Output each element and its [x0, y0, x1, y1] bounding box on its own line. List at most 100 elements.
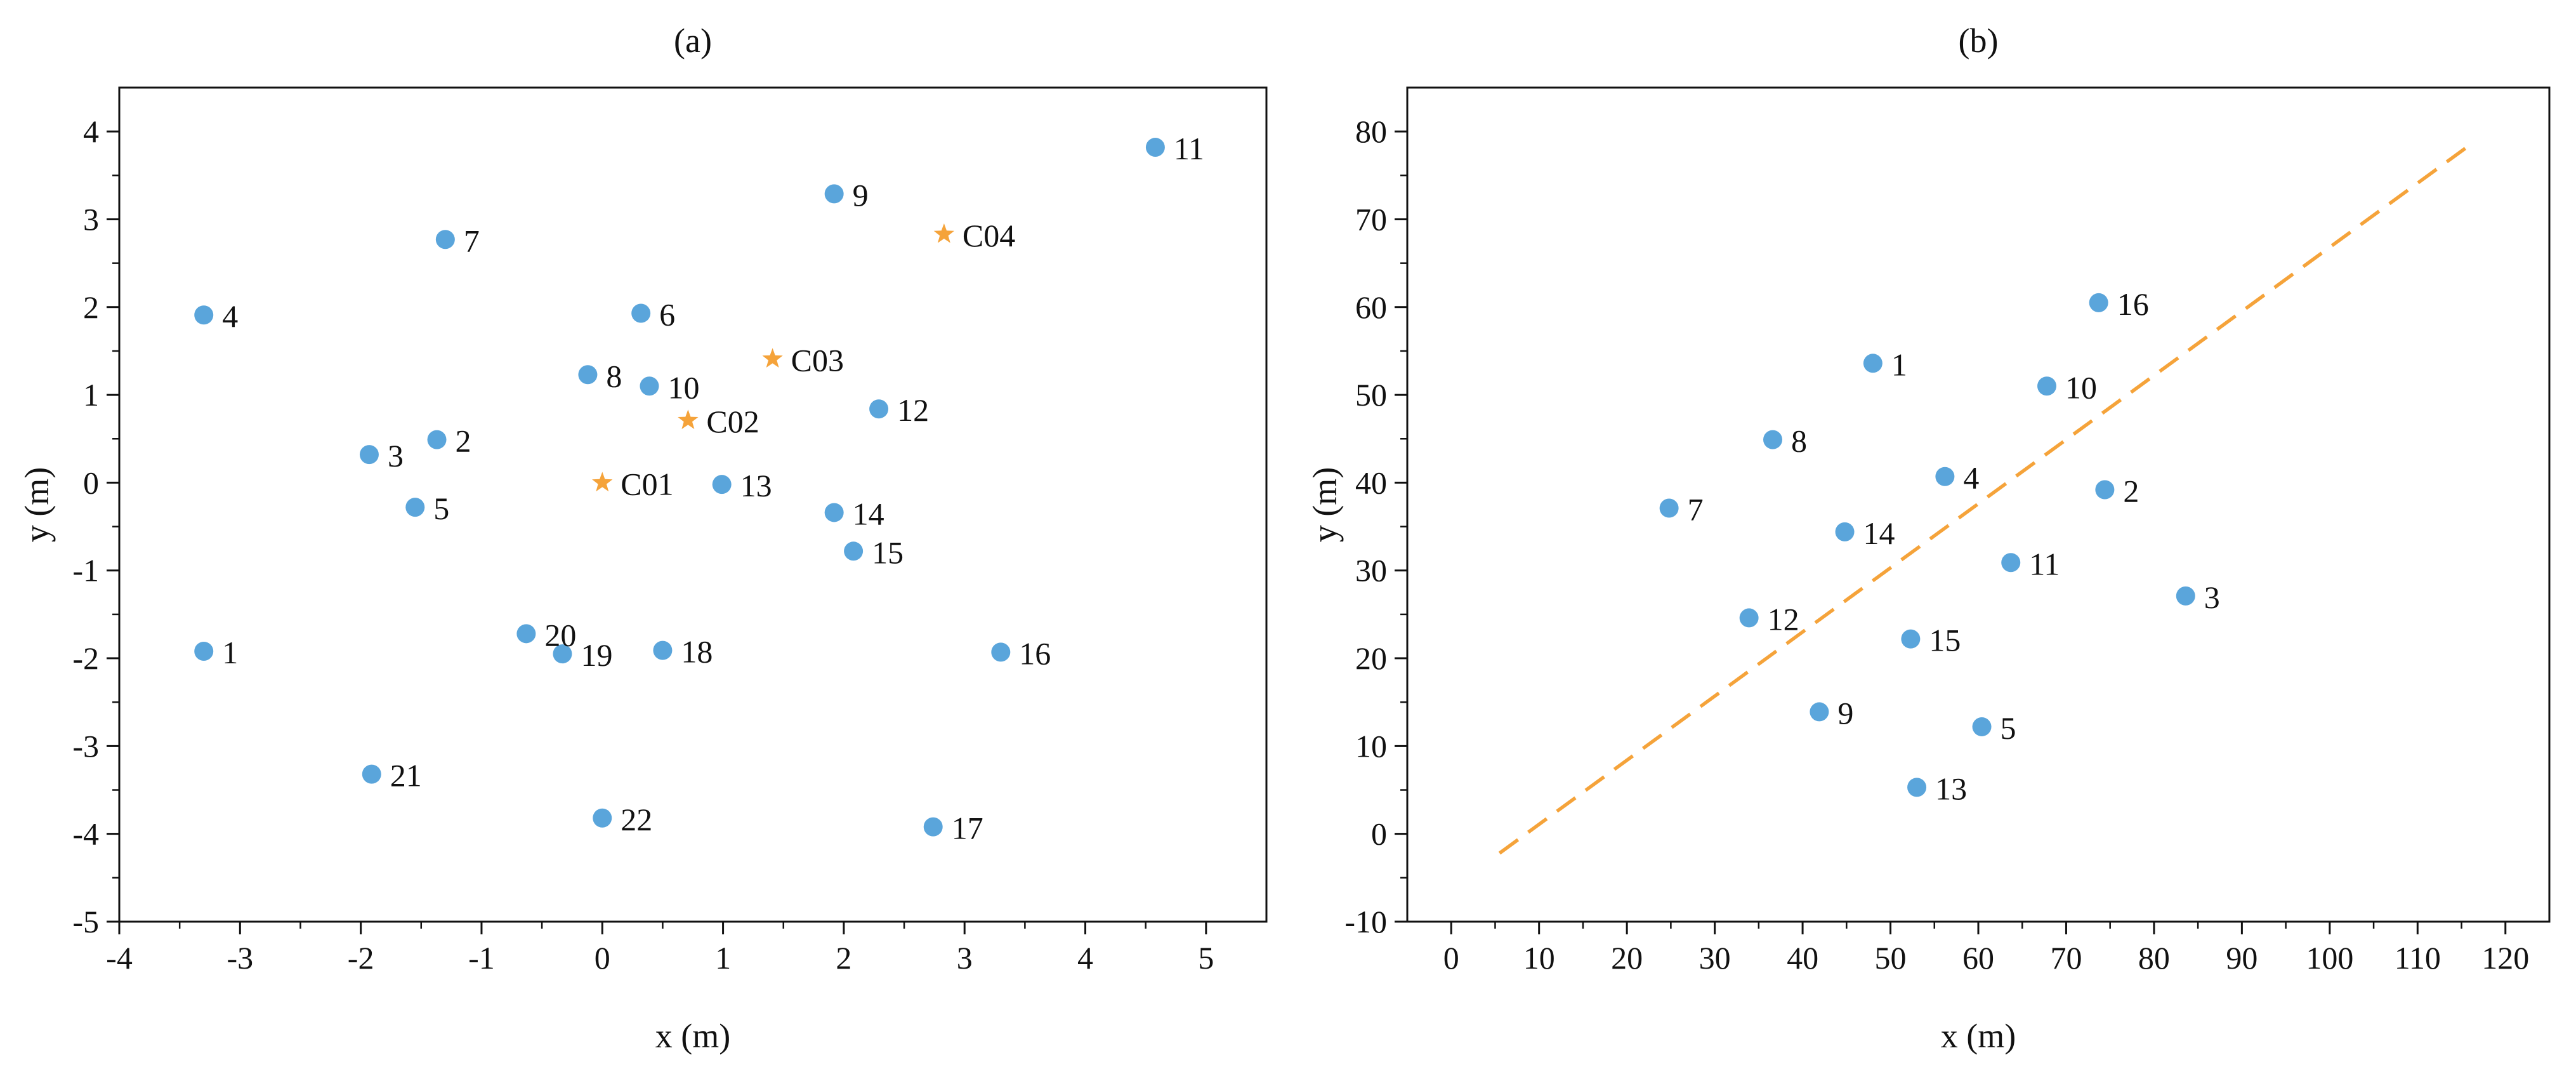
point-marker	[2176, 586, 2195, 606]
point-marker	[1739, 608, 1759, 628]
y-tick-label: 60	[1355, 289, 1387, 325]
x-tick-label: 3	[957, 940, 973, 976]
star-marker	[933, 223, 954, 243]
chart-b: (b)0 10 20 30 40 50 60 70 80 90 100 110 120-10010203…	[1306, 22, 2551, 1055]
point-marker	[194, 305, 214, 325]
point-label: 17	[952, 811, 983, 846]
star-marker	[762, 348, 783, 368]
point-marker	[362, 764, 381, 784]
point-marker	[1763, 430, 1782, 449]
point-marker	[1907, 778, 1927, 797]
point-marker	[1935, 467, 1955, 486]
point-label: 16	[2117, 286, 2149, 322]
x-tick-label: 20	[1611, 940, 1643, 976]
point-label: 12	[897, 392, 929, 428]
x-axis-label: x (m)	[1941, 1017, 2016, 1055]
point-label: 9	[853, 177, 869, 213]
point-label: C03	[791, 342, 844, 378]
point-label: 9	[1837, 695, 1853, 731]
point-label: 5	[433, 491, 449, 526]
point-marker	[869, 399, 889, 419]
point-label: 11	[2029, 546, 2060, 581]
y-tick-label: 20	[1355, 640, 1387, 676]
point-marker	[194, 641, 214, 661]
y-tick-label: 1	[83, 377, 99, 413]
point-marker	[1810, 702, 1829, 722]
point-label: 8	[1791, 423, 1807, 459]
series-trend	[1498, 143, 2472, 855]
x-tick-label: -4	[106, 940, 133, 976]
x-tick-label: 2	[836, 940, 851, 976]
x-tick-label: 30	[1699, 940, 1731, 976]
y-tick-label: 30	[1355, 553, 1387, 588]
point-marker	[923, 817, 943, 837]
point-label: 14	[1863, 515, 1895, 551]
point-marker	[1901, 629, 1921, 649]
point-label: C04	[963, 218, 1015, 253]
point-marker	[1659, 498, 1679, 518]
point-label: 15	[1929, 623, 1961, 658]
point-marker	[824, 503, 844, 522]
point-marker	[712, 475, 732, 494]
point-label: 11	[1174, 131, 1204, 166]
point-label: 22	[621, 802, 652, 837]
y-tick-label: -10	[1344, 904, 1387, 939]
y-tick-label: -5	[72, 904, 99, 939]
x-tick-label: 0	[1443, 940, 1459, 976]
x-tick-label: 100	[2306, 940, 2353, 976]
x-tick-label: 5	[1198, 940, 1214, 976]
x-axis-label: x (m)	[655, 1017, 730, 1055]
point-label: 6	[659, 296, 675, 332]
point-marker	[631, 303, 651, 323]
star-marker	[592, 472, 613, 492]
point-label: 1	[222, 635, 238, 670]
y-tick-label: 50	[1355, 377, 1387, 413]
point-label: 4	[1963, 460, 1979, 496]
point-label: 3	[388, 438, 404, 474]
x-tick-label: -1	[468, 940, 495, 976]
point-marker	[359, 445, 379, 465]
point-marker	[1972, 717, 1992, 736]
point-label: 13	[1935, 771, 1967, 806]
point-label: 10	[2065, 369, 2097, 405]
point-label: 19	[581, 637, 612, 673]
point-marker	[435, 230, 455, 249]
point-label: 15	[872, 534, 904, 570]
y-tick-label: -1	[72, 553, 99, 588]
x-tick-label: -3	[227, 940, 253, 976]
point-marker	[991, 642, 1011, 662]
point-marker	[578, 365, 598, 385]
y-tick-label: -2	[72, 640, 99, 676]
y-tick-label: 2	[83, 289, 99, 325]
point-marker	[1863, 354, 1883, 373]
x-tick-label: 4	[1077, 940, 1093, 976]
point-label: 13	[740, 468, 772, 503]
point-label: 1	[1891, 347, 1907, 382]
series-centers: C01 C02 C03 C04	[592, 218, 1015, 501]
trend-line	[1498, 143, 2472, 855]
point-label: 12	[1768, 601, 1799, 637]
point-label: 2	[2123, 473, 2139, 508]
point-marker	[824, 184, 844, 204]
y-tick-label: 4	[83, 114, 99, 149]
point-marker	[2001, 553, 2021, 573]
point-label: 7	[464, 223, 480, 258]
point-marker	[1835, 522, 1855, 541]
chart-title: (a)	[674, 22, 712, 60]
y-tick-label: 40	[1355, 465, 1387, 500]
point-marker	[2095, 480, 2115, 500]
point-marker	[2089, 293, 2108, 312]
point-marker	[427, 430, 447, 449]
point-label: C01	[621, 466, 673, 501]
x-tick-label: 0	[595, 940, 610, 976]
point-marker	[553, 644, 572, 664]
x-tick-label: 90	[2226, 940, 2257, 976]
point-label: 20	[544, 617, 576, 653]
x-tick-label: 10	[1523, 940, 1555, 976]
y-tick-label: -3	[72, 728, 99, 764]
y-tick-label: 3	[83, 201, 99, 237]
